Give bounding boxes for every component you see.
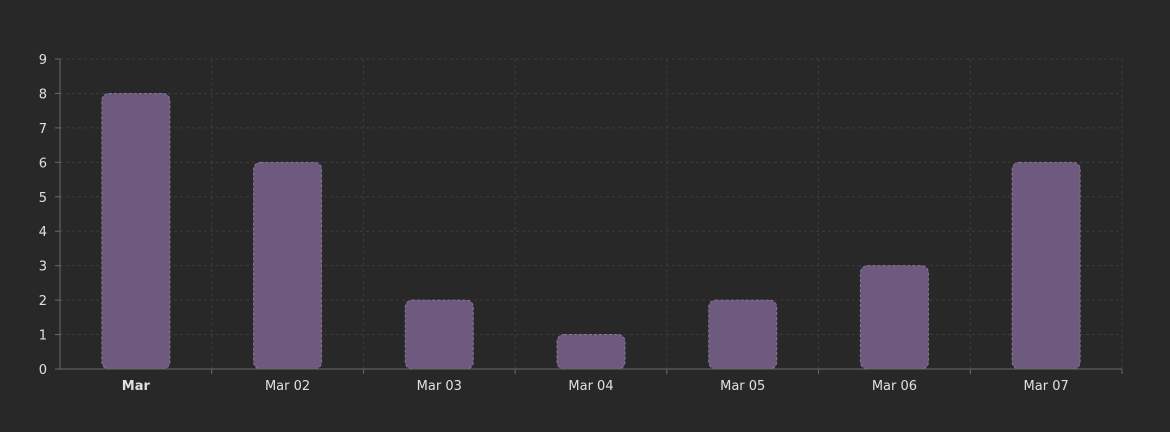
x-tick-label: Mar 03 <box>417 379 462 394</box>
x-tick-label: Mar 05 <box>720 379 765 394</box>
bar-mar-03 <box>404 299 474 370</box>
y-tick-label: 3 <box>39 260 47 275</box>
x-tick-label: Mar 07 <box>1024 379 1069 394</box>
x-tick-label: Mar 02 <box>265 379 310 394</box>
bar-mar-05 <box>708 299 778 370</box>
grid-lines <box>60 58 1123 369</box>
y-tick-label: 2 <box>39 294 47 309</box>
y-tick-label: 9 <box>39 53 47 68</box>
y-tick-label: 8 <box>39 87 47 102</box>
bar-mar-06 <box>859 265 929 370</box>
tick-labels: 0 1 2 3 4 5 6 7 8 9 Mar Mar 02 Mar 03 Mar 04 Mar 05 Mar… <box>39 53 1069 394</box>
bar-mar-04 <box>556 334 626 370</box>
y-tick-label: 5 <box>39 191 47 206</box>
x-tick-label: Mar 06 <box>872 379 917 394</box>
y-tick-label: 7 <box>39 122 47 137</box>
bar-mar-07 <box>1011 161 1081 370</box>
y-tick-label: 6 <box>39 156 47 171</box>
x-tick-label: Mar 04 <box>568 379 613 394</box>
y-tick-label: 0 <box>39 363 47 378</box>
y-tick-label: 1 <box>39 329 47 344</box>
bar-mar <box>101 92 171 370</box>
bars <box>101 92 1081 370</box>
axes <box>55 58 1123 374</box>
bar-mar-02 <box>253 161 323 370</box>
x-tick-label: Mar <box>122 379 151 394</box>
y-tick-label: 4 <box>39 225 47 240</box>
